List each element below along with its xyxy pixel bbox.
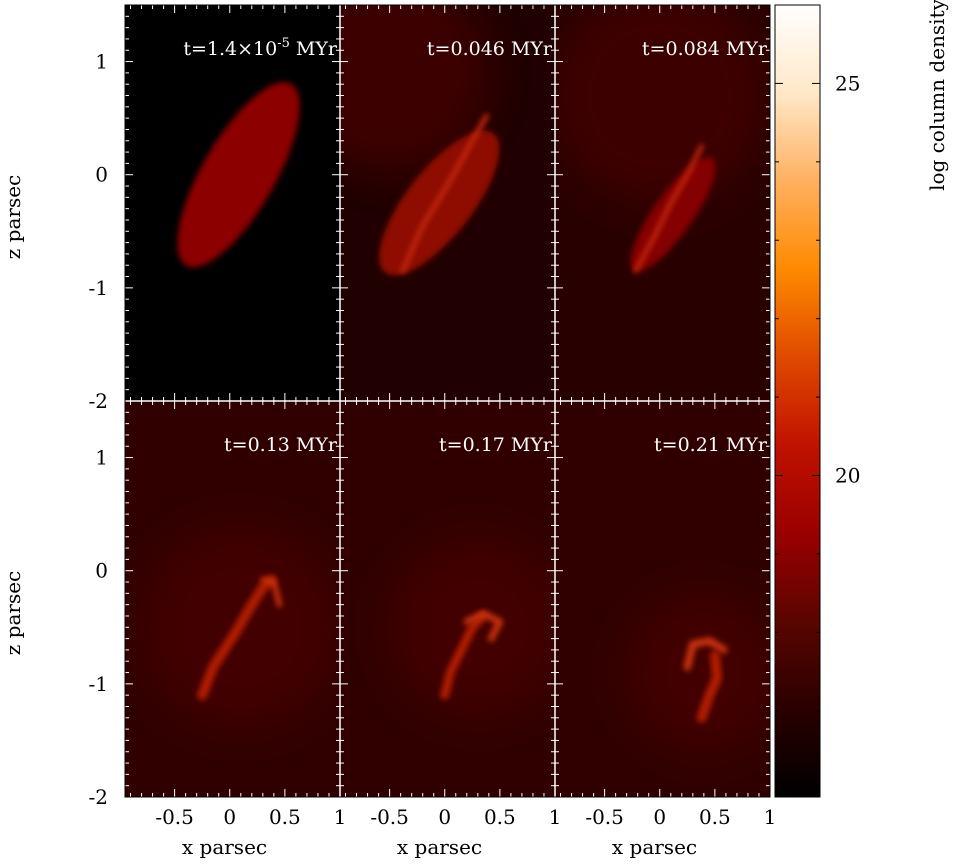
y-tick-label: 0 bbox=[95, 559, 108, 583]
x-tick-label: -0.5 bbox=[585, 805, 624, 829]
panel-3: t=0.084 MYr bbox=[555, 4, 771, 402]
panel-6: t=0.21 MYr bbox=[555, 400, 771, 798]
filament bbox=[197, 574, 277, 701]
x-tick-label: 1 bbox=[549, 805, 562, 829]
y-tick-label: 1 bbox=[95, 446, 108, 470]
filament bbox=[633, 144, 704, 274]
panel-2: t=0.046 MYr bbox=[340, 4, 556, 402]
x-tick-label: -0.5 bbox=[370, 805, 409, 829]
x-tick-label: 0.5 bbox=[699, 805, 731, 829]
panel-1: t=1.4×10-5 MYr bbox=[125, 4, 341, 402]
time-label: t=1.4×10-5 MYr bbox=[183, 36, 338, 60]
colorbar-gradient bbox=[774, 4, 821, 798]
time-label: t=0.046 MYr bbox=[427, 38, 553, 60]
colorbar: 25 20 log column density bbox=[774, 0, 949, 798]
cloud-ellipse bbox=[177, 82, 300, 268]
y-axis-label: z parsec bbox=[1, 175, 25, 259]
x-axis-label: x parsec bbox=[612, 835, 697, 859]
filament bbox=[696, 650, 723, 723]
y-tick-label: -1 bbox=[89, 276, 108, 300]
x-tick-label: 0 bbox=[438, 805, 451, 829]
y-tick-label: -2 bbox=[89, 785, 108, 809]
y-tick-label: 0 bbox=[95, 163, 108, 187]
x-tick-label: 0 bbox=[223, 805, 236, 829]
time-label: t=0.13 MYr bbox=[224, 434, 338, 456]
y-tick-label: -2 bbox=[89, 389, 108, 413]
time-label: t=0.17 MYr bbox=[439, 434, 553, 456]
x-axis-label: x parsec bbox=[397, 835, 482, 859]
x-tick-label: -0.5 bbox=[155, 805, 194, 829]
time-label: t=0.21 MYr bbox=[654, 434, 768, 456]
x-tick-label: 0.5 bbox=[484, 805, 516, 829]
filament bbox=[260, 577, 283, 608]
y-tick-label: 1 bbox=[95, 50, 108, 74]
panel-4: t=0.13 MYr bbox=[125, 400, 341, 798]
colorbar-label: log column density bbox=[925, 0, 949, 191]
filament bbox=[463, 610, 504, 642]
colorbar-tick-label: 25 bbox=[835, 71, 860, 95]
plot-frame bbox=[124, 4, 771, 798]
axes: 1 0 -1 -2 z parsec 1 0 -1 -2 z parsec -0.5 0 0.5 1 x p… bbox=[1, 4, 777, 859]
x-tick-label: 0 bbox=[653, 805, 666, 829]
x-tick-label: 1 bbox=[334, 805, 347, 829]
panel-5: t=0.17 MYr bbox=[340, 400, 556, 798]
diffuse-gas bbox=[626, 595, 770, 750]
x-axis-label: x parsec bbox=[182, 835, 267, 859]
filament bbox=[400, 113, 490, 274]
filament bbox=[683, 637, 728, 671]
filament bbox=[440, 611, 488, 700]
diffuse-gas bbox=[555, 5, 770, 206]
diffuse-gas bbox=[340, 5, 489, 173]
colorbar-tick-label: 20 bbox=[835, 463, 860, 487]
y-tick-label: -1 bbox=[89, 672, 108, 696]
time-label: t=0.084 MYr bbox=[642, 38, 768, 60]
x-tick-label: 0.5 bbox=[269, 805, 301, 829]
x-tick-label: 1 bbox=[764, 805, 777, 829]
panels: t=1.4×10-5 MYr t=0.046 MYr t=0.084 MYr t=0.… bbox=[125, 4, 771, 798]
y-axis-label: z parsec bbox=[1, 571, 25, 655]
